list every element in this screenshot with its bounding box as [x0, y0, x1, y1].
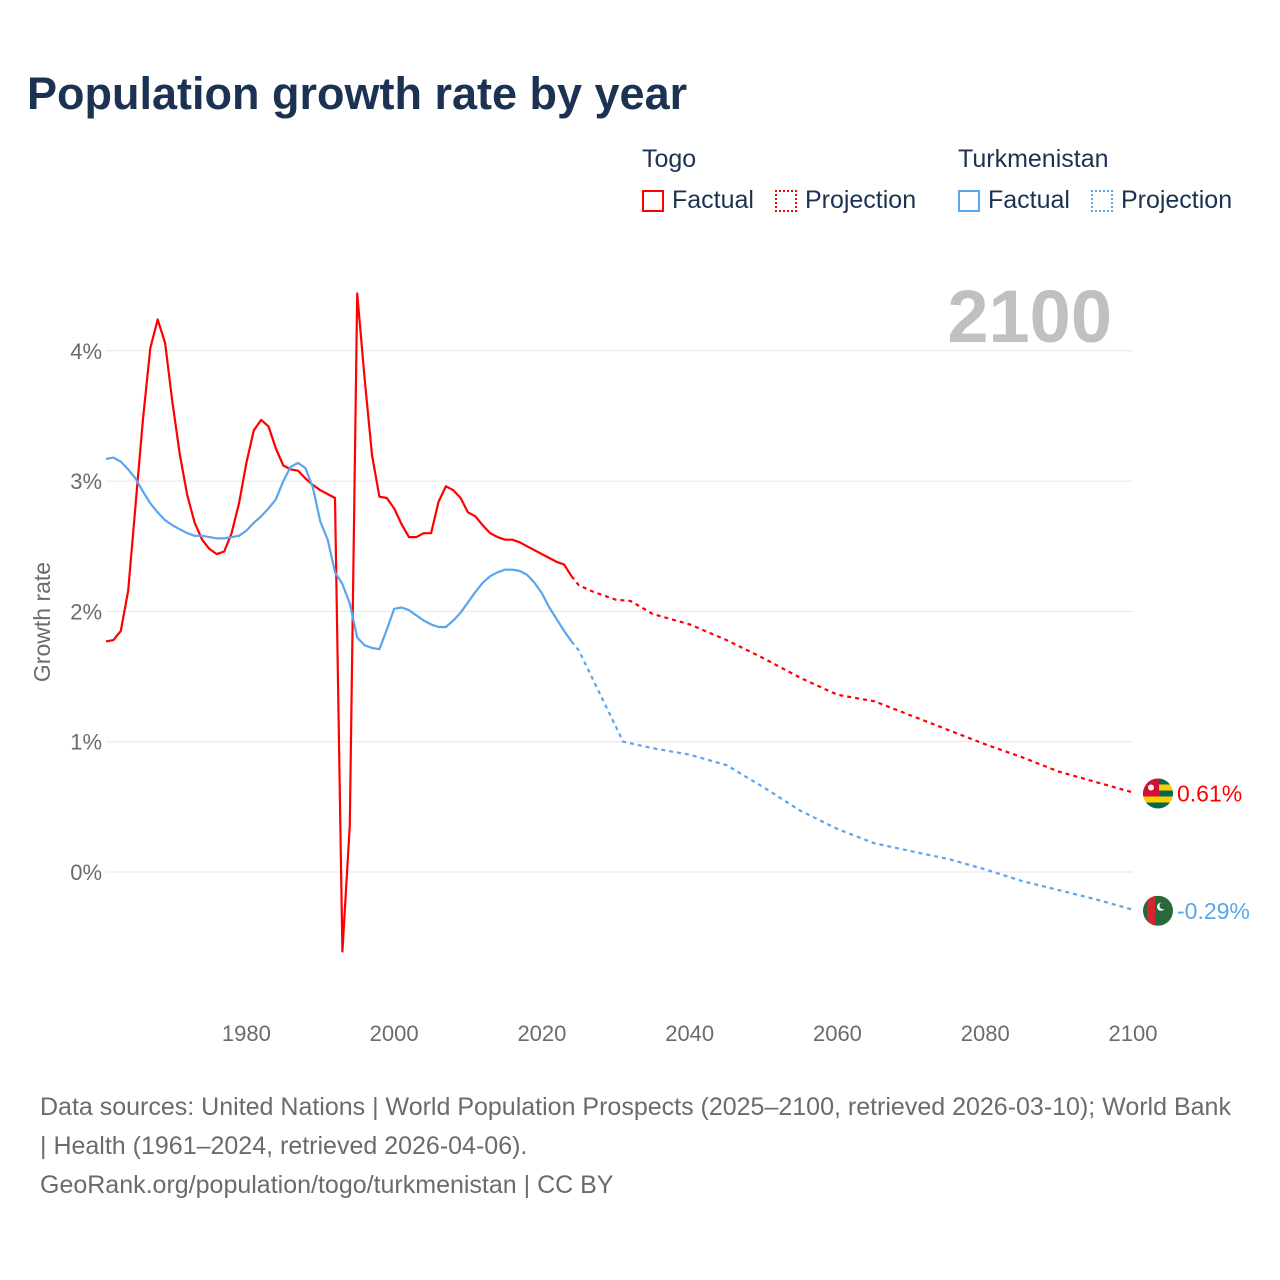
y-tick-label: 1%: [70, 730, 102, 755]
legend-label: Factual: [672, 186, 754, 214]
legend-label: Projection: [804, 186, 917, 214]
legend-group-turkmenistan: Turkmenistan Factual Projection: [958, 145, 1232, 219]
legend-togo-factual[interactable]: Factual: [642, 186, 754, 215]
legend-country-togo: Togo: [642, 145, 697, 173]
x-tick-label: 2020: [517, 1021, 566, 1046]
legend-label: Factual: [988, 186, 1070, 214]
data-sources: Data sources: United Nations | World Pop…: [40, 1093, 1231, 1160]
line-chart: 0% 1% 2% 3% 4% 1980 2000 2020 2040 2060 2080 2100 2…: [29, 275, 1250, 1046]
turkmenistan-factual-line: [105, 456, 573, 651]
turkmenistan-end-value-label: -0.29%: [1177, 898, 1250, 924]
togo-end-value-label: 0.61%: [1177, 781, 1242, 807]
chart-title: Population growth rate by year: [27, 68, 688, 119]
x-tick-label: 2060: [813, 1021, 862, 1046]
x-tick-label: 2080: [961, 1021, 1010, 1046]
togo-flag-icon: [1143, 778, 1173, 809]
legend-swatch-solid: [958, 189, 980, 212]
year-label: 2100: [947, 275, 1112, 358]
legend-swatch-solid: [642, 189, 664, 212]
source-link[interactable]: GeoRank.org/population/togo/turkmenistan…: [40, 1171, 614, 1199]
y-axis-label: Growth rate: [29, 562, 55, 682]
turkmenistan-projection-line: [570, 640, 1134, 911]
x-tick-label: 2040: [665, 1021, 714, 1046]
legend-togo-projection[interactable]: Projection: [774, 186, 917, 215]
togo-projection-line: [570, 575, 1134, 794]
footer: Data sources: United Nations | World Pop…: [40, 1088, 1240, 1205]
legend-swatch-dotted: [774, 189, 797, 212]
y-tick-label: 4%: [70, 339, 102, 364]
y-tick-label: 2%: [70, 599, 102, 624]
y-tick-label: 0%: [70, 860, 102, 885]
y-tick-label: 3%: [70, 469, 102, 494]
legend-turkmenistan-projection[interactable]: Projection: [1090, 186, 1233, 215]
togo-factual-line: [105, 292, 573, 953]
turkmenistan-flag-icon: [1143, 895, 1173, 926]
legend-label: Projection: [1120, 186, 1233, 214]
legend-country-turkmenistan: Turkmenistan: [958, 145, 1109, 173]
x-tick-label: 2000: [370, 1021, 419, 1046]
legend-swatch-dotted: [1090, 189, 1113, 212]
x-tick-label: 2100: [1109, 1021, 1158, 1046]
x-tick-label: 1980: [222, 1021, 271, 1046]
legend-turkmenistan-factual[interactable]: Factual: [958, 186, 1070, 215]
legend-group-togo: Togo Factual Projection: [642, 145, 930, 219]
